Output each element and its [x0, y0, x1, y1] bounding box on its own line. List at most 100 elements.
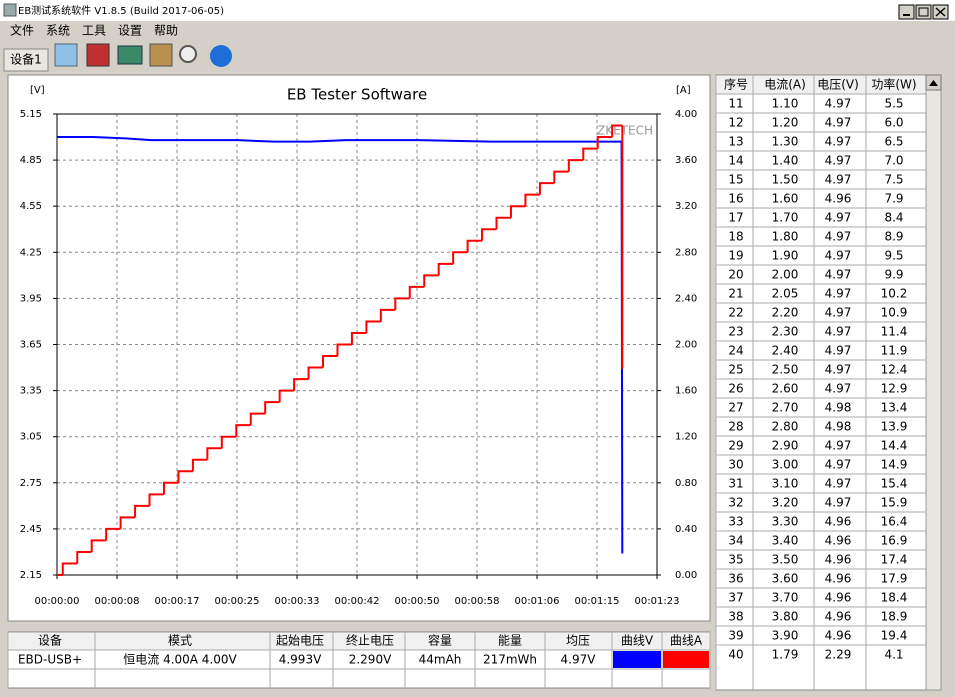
- log-cell: 9.5: [884, 249, 903, 263]
- y-tick-label: 2.15: [20, 570, 42, 581]
- info-icon[interactable]: [210, 45, 232, 67]
- log-cell: 14.9: [881, 458, 908, 472]
- log-cell: 3.50: [772, 553, 799, 567]
- log-cell: 11.4: [881, 325, 908, 339]
- log-cell: 20: [728, 268, 743, 282]
- current-step: [61, 562, 78, 575]
- session-header-bg: [9, 633, 709, 650]
- legend-label: 曲线A: [670, 634, 703, 648]
- current-step: [134, 504, 150, 518]
- close-glyph: [935, 7, 946, 17]
- log-cell: 6.5: [884, 135, 903, 149]
- toolbar: 设备1: [3, 43, 232, 72]
- log-cell: 4.97: [825, 458, 852, 472]
- current-step: [379, 308, 396, 322]
- log-cell: 4.96: [825, 553, 852, 567]
- minimize-button[interactable]: [898, 4, 915, 20]
- log-header: 功率(W): [871, 77, 916, 92]
- current-step: [90, 539, 107, 552]
- log-cell: 4.97: [825, 325, 852, 339]
- session-cell: 4.993V: [279, 653, 322, 667]
- legend-label: 曲线V: [621, 634, 654, 648]
- log-cell: 12.9: [881, 382, 908, 396]
- y2-tick-label: 0.00: [675, 570, 697, 581]
- log-cell: 1.20: [772, 116, 799, 130]
- x-tick-label: 00:00:33: [275, 596, 320, 607]
- chart: EB Tester Software [V] [A] ZKETECH 00:00…: [20, 85, 698, 607]
- x-tick-label: 00:00:50: [395, 596, 440, 607]
- log-cell: 15.4: [881, 477, 908, 491]
- maximize-button[interactable]: [915, 4, 932, 20]
- log-cell: 31: [728, 477, 743, 491]
- session-cell: 44mAh: [419, 653, 462, 667]
- session-cell: 4.97V: [561, 653, 597, 667]
- log-cell: 4.97: [825, 154, 852, 168]
- log-cell: 7.5: [884, 173, 903, 187]
- log-cell: 1.60: [772, 192, 799, 206]
- y-tick-label: 4.25: [20, 247, 42, 258]
- log-cell: 19: [728, 249, 743, 263]
- log-cell: 21: [728, 287, 743, 301]
- log-cell: 4.97: [825, 116, 852, 130]
- log-cell: 14.4: [881, 439, 908, 453]
- current-step: [322, 355, 338, 368]
- log-cell: 2.60: [772, 382, 799, 396]
- log-cell: 1.50: [772, 173, 799, 187]
- log-cell: 4.97: [825, 249, 852, 263]
- log-cell: 13.4: [881, 401, 908, 415]
- log-cell: 37: [728, 591, 743, 605]
- legend-swatch: [663, 651, 709, 668]
- current-step: [336, 343, 352, 357]
- log-header-bg: [717, 76, 925, 94]
- log-cell: 2.30: [772, 325, 799, 339]
- menu-item[interactable]: 设置: [118, 24, 142, 38]
- log-cell: 4.97: [825, 173, 852, 187]
- log-cell: 3.30: [772, 515, 799, 529]
- log-cell: 14: [728, 154, 743, 168]
- image-icon[interactable]: [117, 45, 143, 65]
- tab-label: 设备1: [10, 53, 42, 67]
- menu-item[interactable]: 帮助: [154, 24, 178, 38]
- y-tick-label: 3.35: [20, 386, 42, 397]
- current-step: [105, 527, 121, 541]
- log-cell: 4.97: [825, 306, 852, 320]
- save-icon[interactable]: [86, 43, 110, 67]
- log-cell: 23: [728, 325, 743, 339]
- current-step: [524, 193, 540, 207]
- menu-item[interactable]: 系统: [46, 24, 70, 38]
- x-tick-label: 00:00:42: [335, 596, 380, 607]
- log-cell: 38: [728, 610, 743, 624]
- y2-tick-label: 0.80: [675, 478, 697, 489]
- log-cell: 3.40: [772, 534, 799, 548]
- current-step: [437, 262, 454, 276]
- log-cell: 3.20: [772, 496, 799, 510]
- log-cell: 2.90: [772, 439, 799, 453]
- open-icon[interactable]: [54, 43, 78, 67]
- window-title: EB测试系统软件 V1.8.5 (Build 2017-06-05): [18, 4, 224, 17]
- log-cell: 4.97: [825, 439, 852, 453]
- log-cell: 4.96: [825, 591, 852, 605]
- log-cell: 8.9: [884, 230, 903, 244]
- legend-swatch: [613, 651, 661, 668]
- search-icon[interactable]: [179, 45, 197, 63]
- menu-item[interactable]: 文件: [10, 23, 34, 38]
- tools-icon[interactable]: [149, 43, 173, 67]
- chart-title: EB Tester Software: [287, 86, 427, 104]
- x-tick-label: 00:00:00: [35, 596, 80, 607]
- current-step: [452, 251, 468, 264]
- log-cell: 33: [728, 515, 743, 529]
- session-header: 模式: [168, 634, 192, 648]
- session-cell: 217mWh: [483, 653, 537, 667]
- log-header: 电压(V): [817, 78, 859, 92]
- app-icon: [3, 3, 17, 17]
- y2-tick-label: 2.40: [675, 293, 697, 304]
- scrollbar[interactable]: [925, 74, 942, 691]
- log-cell: 1.79: [772, 648, 799, 662]
- tab[interactable]: [3, 48, 49, 72]
- log-cell: 18.4: [881, 591, 908, 605]
- x-tick-label: 00:00:58: [455, 596, 500, 607]
- menu-item[interactable]: 工具: [82, 24, 106, 38]
- current-step: [481, 228, 497, 241]
- log-cell: 2.00: [772, 268, 799, 282]
- current-step: [206, 447, 222, 460]
